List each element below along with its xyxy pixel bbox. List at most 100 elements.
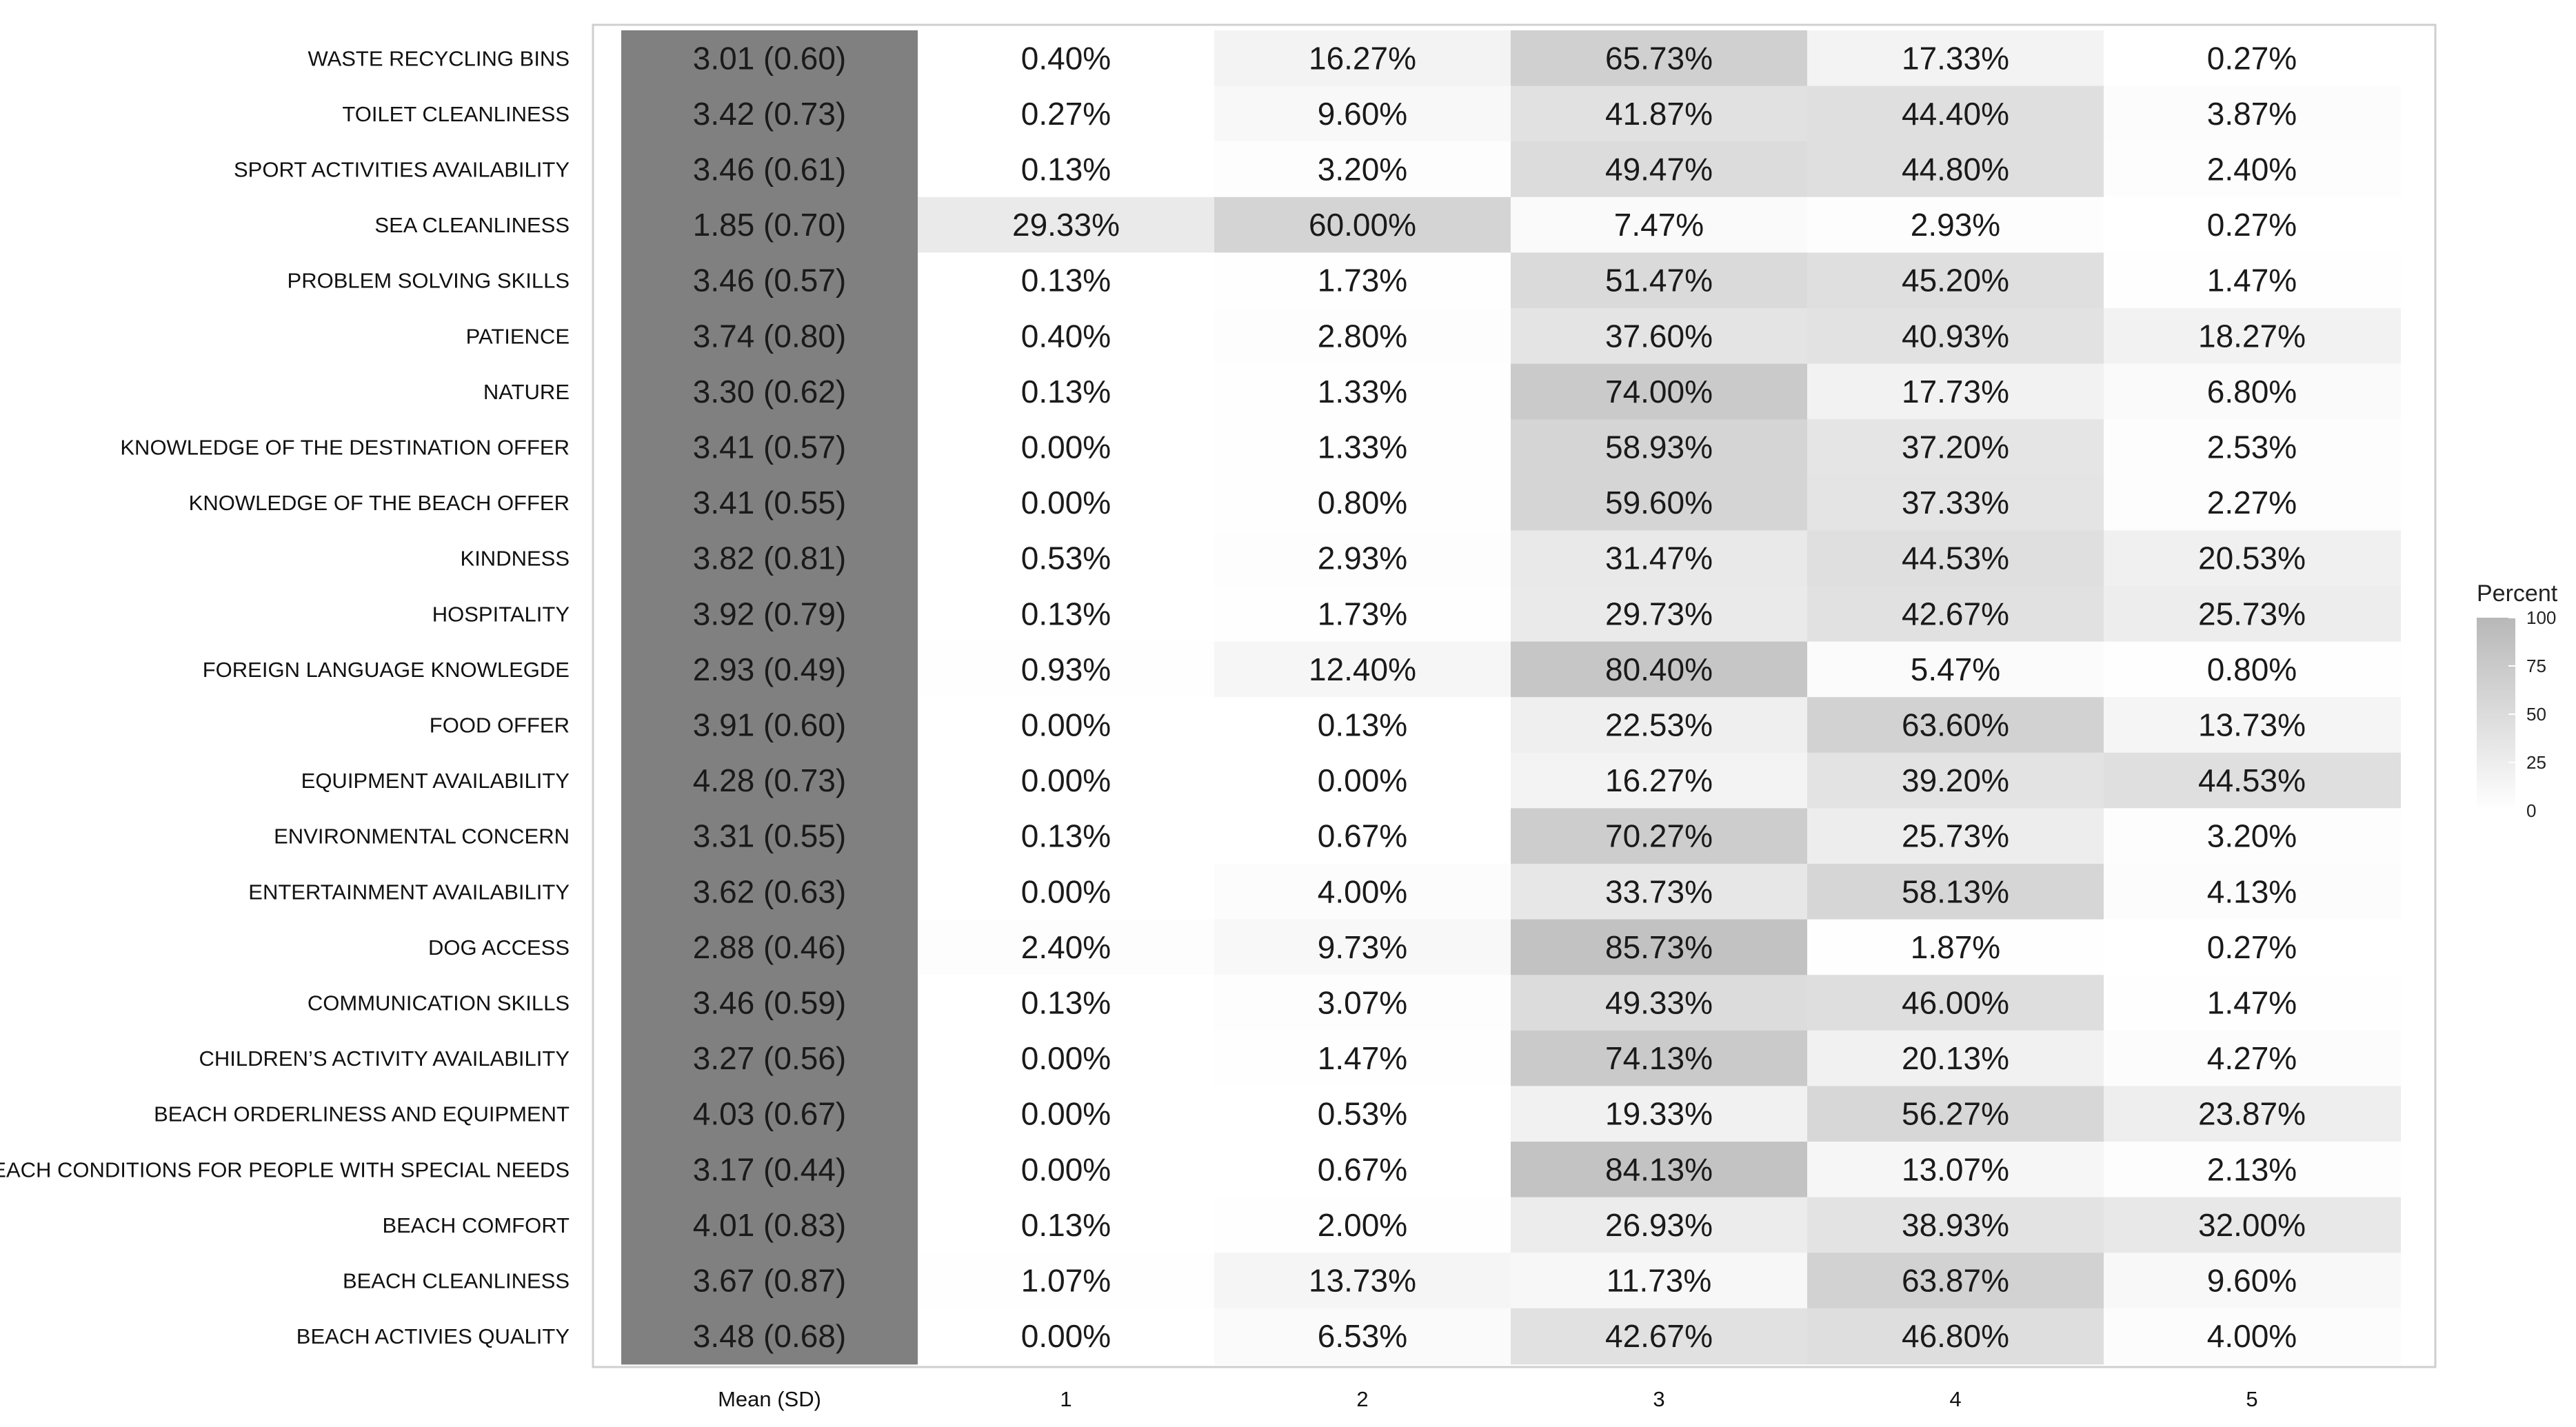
legend-ticks: 100 75 50 25 0: [2508, 607, 2556, 821]
heatmap-cell: [2104, 864, 2401, 920]
mean-cell: [621, 1086, 918, 1142]
mean-value: 4.03 (0.67): [693, 1096, 846, 1132]
mean-value: 3.46 (0.59): [693, 985, 846, 1021]
cell-value: 42.67%: [1605, 1318, 1713, 1354]
heatmap-cell: [1214, 141, 1511, 198]
heatmap-cell: [1214, 363, 1511, 421]
cell-value: 0.27%: [2207, 929, 2297, 965]
heatmap-cell: [1807, 1030, 2104, 1087]
heatmap-cell: [1511, 864, 1808, 920]
heatmap-cell: [2104, 641, 2401, 698]
heatmap-cell: [1807, 474, 2104, 532]
cell-value: 0.80%: [1318, 485, 1407, 520]
cell-value: 6.53%: [1318, 1318, 1407, 1354]
heatmap-cell: [1214, 474, 1511, 532]
mean-cell: [621, 1142, 918, 1198]
heatmap-cell: [2104, 919, 2401, 976]
legend-tick-label: 100: [2526, 607, 2556, 628]
row-label: COMMUNICATION SKILLS: [308, 991, 570, 1015]
cell-value: 3.20%: [2207, 818, 2297, 854]
heatmap-cell: [918, 752, 1215, 809]
heatmap-cell: [918, 308, 1215, 365]
heatmap-cell: [1807, 30, 2104, 87]
cell-value: 44.53%: [2198, 762, 2306, 798]
cell-value: 45.20%: [1902, 263, 2009, 298]
mean-cell: [621, 864, 918, 920]
heatmap-cell: [1807, 530, 2104, 587]
heatmap-cell: [1511, 975, 1808, 1031]
cell-value: 22.53%: [1605, 707, 1713, 743]
cell-value: 49.33%: [1605, 985, 1713, 1021]
cell-value: 74.13%: [1605, 1040, 1713, 1076]
cell-value: 1.47%: [2207, 985, 2297, 1021]
heatmap-cell: [1214, 196, 1511, 254]
row-label: KNOWLEDGE OF THE BEACH OFFER: [189, 491, 570, 515]
heatmap-cell: [1511, 1308, 1808, 1365]
cell-value: 2.00%: [1318, 1207, 1407, 1243]
cell-value: 37.33%: [1902, 485, 2009, 520]
mean-value: 3.27 (0.56): [693, 1040, 846, 1076]
heatmap-cell: [2104, 85, 2401, 143]
heatmap-cell: [918, 419, 1215, 476]
heatmap-cell: [2104, 30, 2401, 87]
heatmap-cell: [1807, 419, 2104, 476]
cell-value: 0.00%: [1021, 485, 1111, 520]
cell-value: 2.13%: [2207, 1151, 2297, 1187]
heatmap-cell: [1511, 252, 1808, 309]
heatmap-cell: [1807, 363, 2104, 421]
row-label: FOOD OFFER: [430, 714, 570, 738]
cell-value: 0.67%: [1318, 1151, 1407, 1187]
cell-value: 0.00%: [1021, 1040, 1111, 1076]
mean-value: 1.85 (0.70): [693, 207, 846, 243]
heatmap-cell: [918, 141, 1215, 198]
heatmap-cell: [1511, 697, 1808, 753]
cell-value: 0.00%: [1021, 873, 1111, 909]
legend-tick-label: 50: [2526, 704, 2546, 725]
heatmap-cell: [1807, 641, 2104, 698]
heatmap-cell: [1511, 1030, 1808, 1087]
heatmap-cell: [2104, 1308, 2401, 1365]
cell-value: 1.73%: [1318, 263, 1407, 298]
mean-cell: [621, 308, 918, 365]
heatmap-cell: [2104, 752, 2401, 809]
row-label: BEACH CLEANLINESS: [343, 1269, 570, 1293]
heatmap-cell: [1214, 308, 1511, 365]
column-header: 5: [2246, 1387, 2257, 1411]
cell-value: 0.00%: [1021, 707, 1111, 743]
cell-value: 0.00%: [1021, 1096, 1111, 1132]
heatmap-cell: [918, 1030, 1215, 1087]
cell-value: 2.40%: [1021, 929, 1111, 965]
row-label: BEACH ACTIVIES QUALITY: [296, 1324, 570, 1348]
heatmap-cell: [2104, 1030, 2401, 1087]
cell-value: 31.47%: [1605, 540, 1713, 576]
cell-value: 11.73%: [1607, 1263, 1712, 1299]
heatmap-cell: [1511, 919, 1808, 976]
mean-value: 2.93 (0.49): [693, 651, 846, 687]
row-label: DOG ACCESS: [428, 935, 570, 960]
heatmap-cell: [1807, 85, 2104, 143]
cell-value: 58.13%: [1902, 873, 2009, 909]
heatmap-cell: [2104, 1086, 2401, 1142]
heatmap-cell: [918, 586, 1215, 642]
heatmap-cell: [1214, 530, 1511, 587]
cell-value: 0.40%: [1021, 40, 1111, 76]
heatmap-cell: [1511, 586, 1808, 642]
cell-value: 74.00%: [1605, 374, 1713, 409]
heatmap-cell: [2104, 419, 2401, 476]
heatmap-cell: [918, 1142, 1215, 1198]
heatmap-cell: [1511, 530, 1808, 587]
heatmap-cell: [1807, 252, 2104, 309]
cell-value: 39.20%: [1902, 762, 2009, 798]
heatmap-cell: [1511, 308, 1808, 365]
heatmap-cell: [2104, 363, 2401, 421]
heatmap-cell: [918, 363, 1215, 421]
cell-value: 80.40%: [1605, 651, 1713, 687]
cell-value: 0.13%: [1021, 1207, 1111, 1243]
heatmap-cell: [1214, 752, 1511, 809]
heatmap-cell: [1807, 919, 2104, 976]
heatmap-cell: [1214, 1308, 1511, 1365]
heatmap-cell: [1807, 308, 2104, 365]
row-label: PROBLEM SOLVING SKILLS: [288, 269, 570, 293]
cell-value: 0.13%: [1021, 818, 1111, 854]
mean-cell: [621, 1308, 918, 1365]
